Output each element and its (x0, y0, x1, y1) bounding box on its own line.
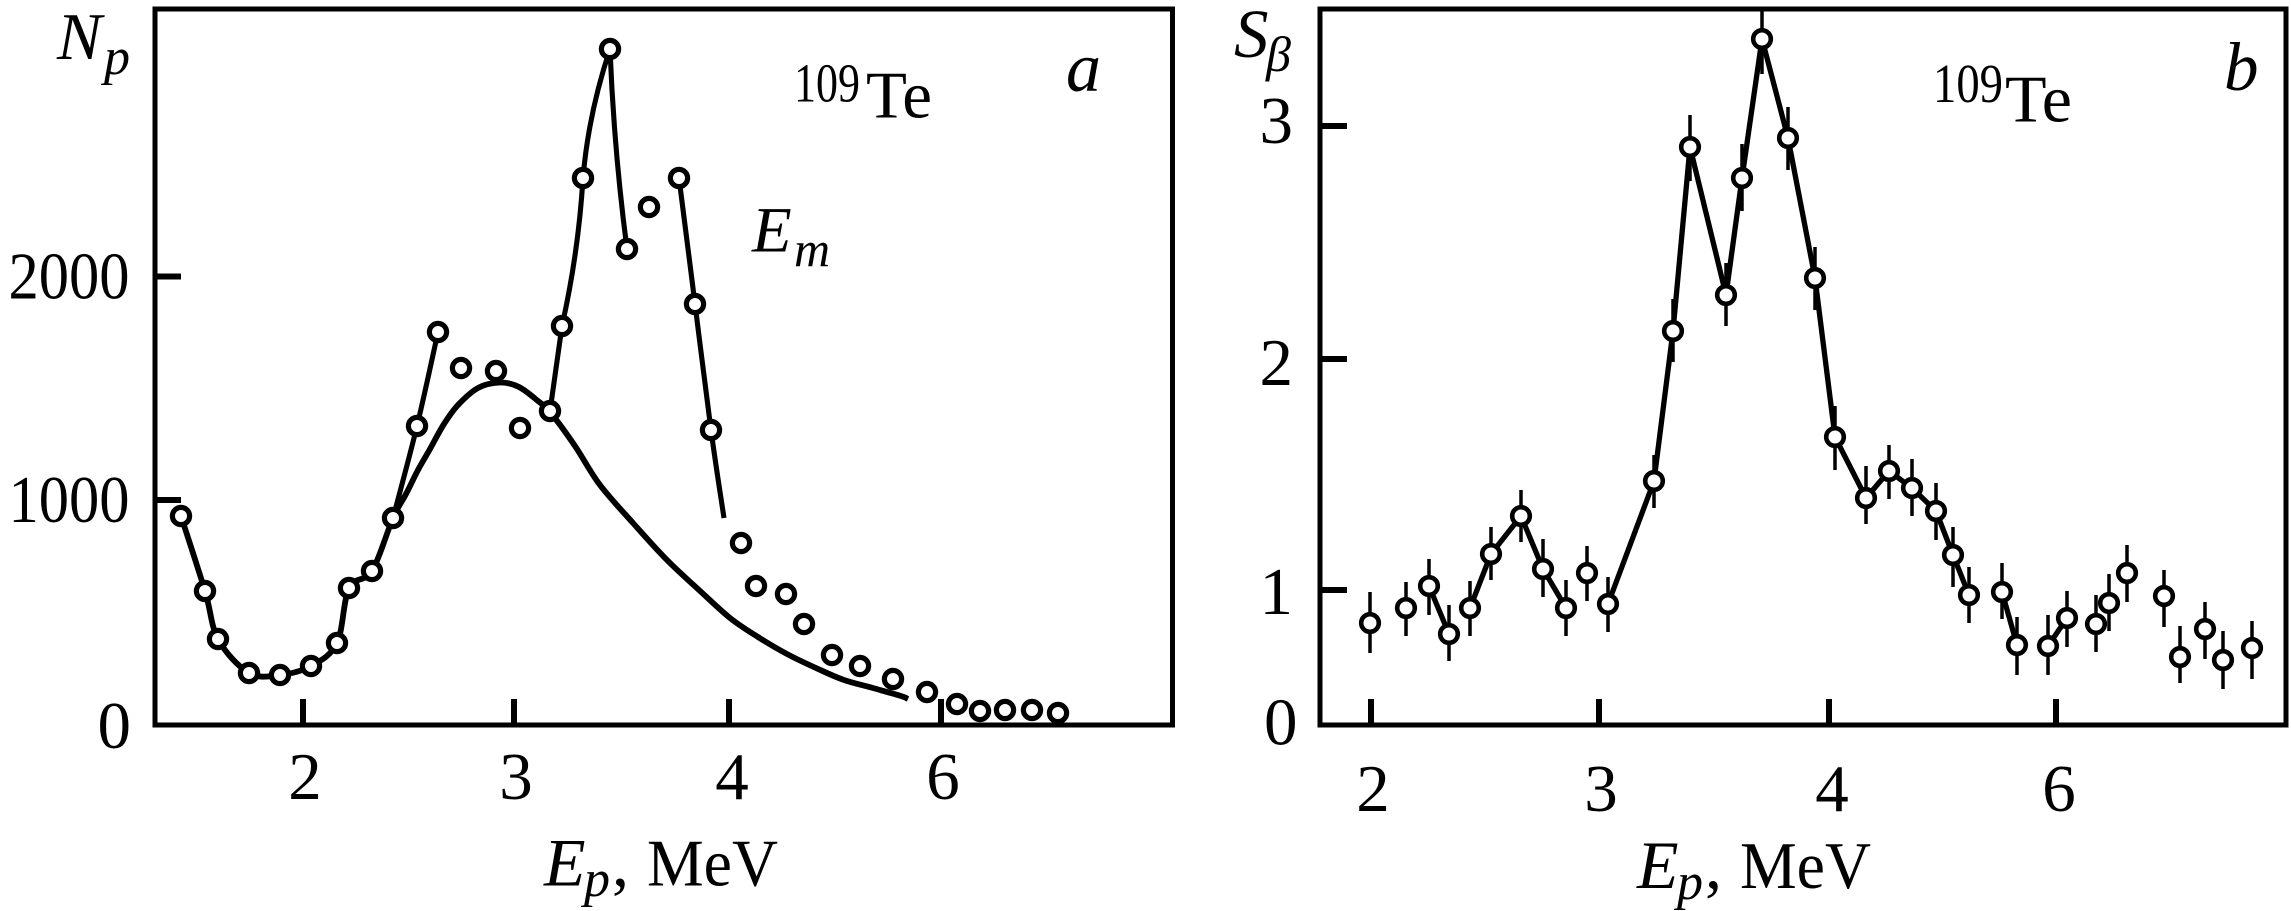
svg-text:4: 4 (1815, 752, 1849, 826)
svg-text:0: 0 (1264, 686, 1298, 760)
svg-text:109: 109 (794, 53, 860, 114)
svg-text:Te: Te (2005, 63, 2072, 137)
svg-text:S: S (1234, 0, 1269, 72)
svg-text:,: , (612, 825, 629, 901)
svg-text:1: 1 (1260, 555, 1294, 629)
svg-text:3: 3 (1260, 84, 1294, 158)
svg-text:m: m (794, 221, 830, 277)
svg-text:6: 6 (2042, 752, 2076, 826)
svg-text:β: β (1265, 26, 1291, 82)
svg-text:E: E (1636, 827, 1679, 903)
svg-text:MeV: MeV (647, 827, 778, 901)
svg-text:E: E (543, 825, 586, 901)
svg-text:3: 3 (1584, 752, 1618, 826)
svg-text:2: 2 (288, 740, 322, 814)
svg-text:Te: Te (866, 59, 932, 133)
svg-text:E: E (751, 195, 792, 267)
svg-text:p: p (1673, 854, 1703, 911)
svg-text:2000: 2000 (9, 240, 130, 314)
svg-text:,: , (1705, 827, 1722, 903)
svg-text:109: 109 (1933, 53, 2003, 114)
svg-text:N: N (56, 0, 105, 74)
svg-text:3: 3 (499, 740, 533, 814)
svg-text:1000: 1000 (9, 463, 130, 537)
svg-text:2: 2 (1356, 752, 1390, 826)
svg-text:6: 6 (926, 740, 960, 814)
svg-text:b: b (2224, 29, 2259, 105)
svg-text:p: p (580, 851, 610, 908)
svg-text:0: 0 (98, 689, 132, 763)
svg-text:4: 4 (715, 740, 749, 814)
svg-text:p: p (100, 29, 130, 86)
svg-text:MeV: MeV (1740, 829, 1871, 903)
svg-text:a: a (1066, 30, 1101, 107)
svg-text:2: 2 (1260, 326, 1294, 400)
